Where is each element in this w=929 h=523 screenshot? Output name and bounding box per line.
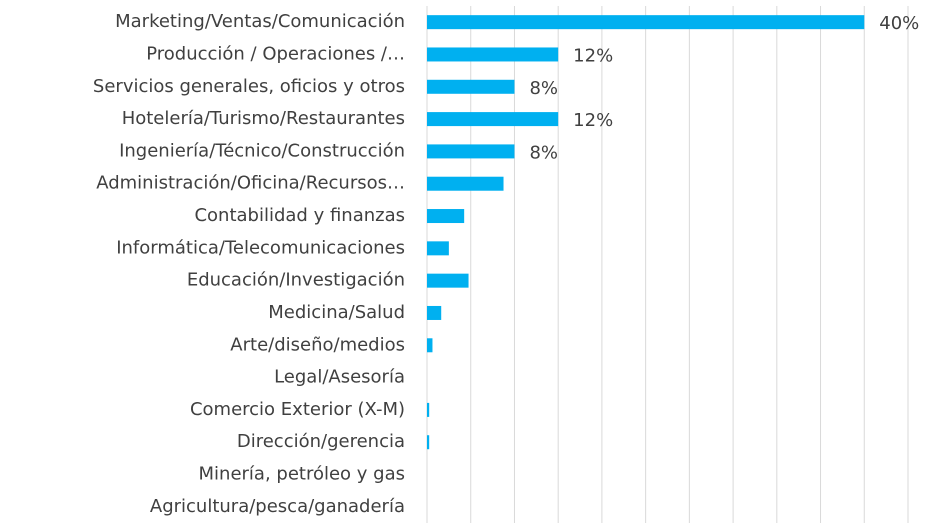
y-tick-label: Producción / Operaciones /… bbox=[146, 43, 405, 64]
bar bbox=[427, 435, 430, 450]
data-label: 8% bbox=[529, 78, 558, 99]
y-tick-label: Contabilidad y finanzas bbox=[194, 205, 405, 226]
y-tick-label: Educación/Investigación bbox=[187, 270, 405, 291]
y-tick-label: Legal/Asesoría bbox=[274, 367, 405, 388]
bar bbox=[427, 338, 433, 353]
y-tick-label: Minería, petróleo y gas bbox=[199, 464, 405, 485]
data-label: 12% bbox=[573, 45, 613, 66]
y-tick-label: Informática/Telecomunicaciones bbox=[116, 237, 405, 258]
bar bbox=[427, 273, 469, 288]
bar bbox=[427, 305, 442, 320]
bar bbox=[427, 176, 504, 191]
bar bbox=[427, 241, 449, 256]
data-label: 8% bbox=[529, 142, 558, 163]
y-tick-label: Dirección/gerencia bbox=[237, 431, 405, 452]
y-tick-label: Marketing/Ventas/Comunicación bbox=[115, 11, 405, 32]
y-tick-label: Comercio Exterior (X-M) bbox=[190, 399, 405, 420]
bar bbox=[427, 112, 559, 127]
bar bbox=[427, 402, 430, 417]
y-tick-label: Arte/diseño/medios bbox=[230, 334, 405, 355]
y-tick-label: Hotelería/Turismo/Restaurantes bbox=[122, 108, 405, 129]
y-tick-label: Administración/Oficina/Recursos… bbox=[96, 173, 405, 194]
data-label: 40% bbox=[879, 13, 919, 34]
bar bbox=[427, 15, 865, 30]
bar bbox=[427, 47, 559, 62]
bar bbox=[427, 209, 465, 224]
y-tick-label: Agricultura/pesca/ganadería bbox=[150, 496, 405, 517]
y-tick-label: Medicina/Salud bbox=[268, 302, 405, 323]
bar bbox=[427, 79, 515, 94]
y-tick-label: Ingeniería/Técnico/Construcción bbox=[119, 140, 405, 161]
bar bbox=[427, 144, 515, 159]
y-tick-label: Servicios generales, oficios y otros bbox=[93, 76, 405, 97]
data-label: 12% bbox=[573, 110, 613, 131]
